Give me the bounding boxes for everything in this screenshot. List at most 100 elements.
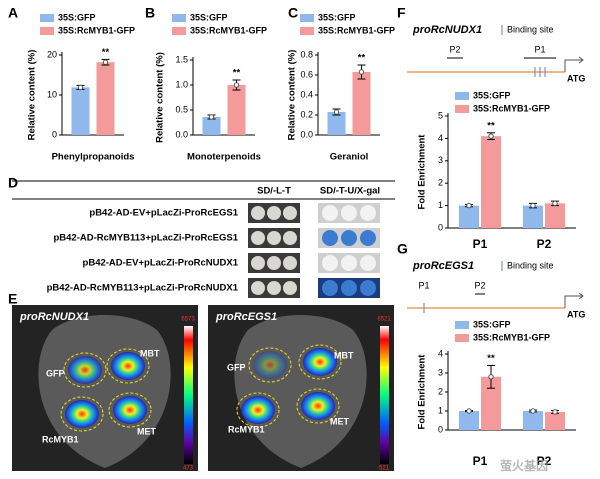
replicate-dot <box>102 59 109 65</box>
legend-label: 35S:RcMYB1-GFP <box>473 103 550 113</box>
infiltration-outline <box>108 392 152 428</box>
colony <box>360 205 376 221</box>
y-tick-label: 0.5 <box>175 104 188 114</box>
y-axis-label: Relative content (%) <box>27 50 38 141</box>
y-tick-label: 3 <box>438 367 443 377</box>
replicate-dot <box>77 84 84 91</box>
y-tick-label: 10 <box>47 89 57 99</box>
colorbar <box>184 326 193 464</box>
bar <box>545 203 565 228</box>
site-label: P1 <box>534 44 545 54</box>
x-tick-label: P2 <box>537 454 552 468</box>
infiltration-outline <box>248 347 292 383</box>
colony <box>283 206 297 220</box>
legend-swatch <box>300 27 314 35</box>
significance: ** <box>487 120 495 131</box>
legend-label: 35S:RcMYB1-GFP <box>318 25 395 35</box>
colony <box>360 280 376 296</box>
y-tick-label: 0.2 <box>300 109 313 119</box>
y-axis-label: Fold Enrichment <box>417 354 428 430</box>
legend-label: 35S:GFP <box>318 12 356 22</box>
luc-signal <box>303 348 337 376</box>
replicate-dot <box>488 374 494 380</box>
infiltration-outline <box>296 388 340 424</box>
y-tick-label: 0.8 <box>300 49 313 59</box>
luc-signal <box>253 351 287 379</box>
y-tick-label: 2 <box>438 178 443 188</box>
bar <box>481 376 501 430</box>
colony <box>267 281 281 295</box>
colony <box>251 281 265 295</box>
legend-swatch <box>172 14 186 22</box>
y-tick-label: 0.6 <box>300 69 313 79</box>
legend-swatch <box>455 321 469 329</box>
y-tick-label: 3 <box>438 155 443 165</box>
colony <box>341 255 357 271</box>
y-tick-label: 1 <box>438 200 443 210</box>
luc-signal <box>241 396 275 424</box>
bar <box>523 205 543 228</box>
replicate-dot <box>333 109 340 115</box>
infiltration-outline <box>63 352 107 388</box>
colony <box>341 230 357 246</box>
infiltration-outline <box>298 344 342 380</box>
legend-label: 35S:RcMYB1-GFP <box>190 25 267 35</box>
bar <box>459 411 479 430</box>
y-tick-label: 0.0 <box>175 129 188 139</box>
legend-label: 35S:GFP <box>473 319 511 329</box>
bar <box>96 62 115 136</box>
leaf <box>38 315 171 468</box>
image-title: proRcEGS1 <box>215 311 277 323</box>
replicate-dot <box>358 69 365 75</box>
column-header: SD/-L-T <box>257 186 291 197</box>
legend-swatch <box>40 14 54 22</box>
spot-label: RcMYB1 <box>228 424 265 434</box>
y-tick-label: 0.0 <box>300 129 313 139</box>
luc-signal <box>65 400 99 428</box>
y-tick-label: 0 <box>438 222 443 232</box>
bar <box>481 136 501 228</box>
luc-signal <box>301 392 335 420</box>
y-tick-label: 5 <box>438 110 443 120</box>
colony <box>322 280 338 296</box>
spot-label: MET <box>137 426 157 436</box>
panel-label: A <box>8 5 18 21</box>
colorbar-max: 6521 <box>377 317 391 323</box>
y-tick-label: 20 <box>47 49 57 59</box>
colorbar-min: 473 <box>183 466 194 472</box>
y-tick-label: 0 <box>52 129 57 139</box>
y-tick-label: 2 <box>438 386 443 396</box>
replicate-dot <box>466 202 472 209</box>
legend-swatch <box>455 334 469 342</box>
bar <box>327 112 346 135</box>
infiltration-outline <box>60 396 104 432</box>
colony <box>322 205 338 221</box>
colony <box>360 255 376 271</box>
infiltration-outline <box>236 392 280 428</box>
construct-label: pB42-AD-EV+pLacZi-ProRcEGS1 <box>89 208 238 219</box>
colony <box>322 230 338 246</box>
x-tick-label: P2 <box>537 237 552 251</box>
y-tick-label: 4 <box>438 348 443 358</box>
construct-label: pB42-AD-RcMYB113+pLacZi-ProRcNUDX1 <box>47 283 239 294</box>
y-tick-label: 4 <box>438 133 443 143</box>
tss-arrow <box>564 292 584 308</box>
replicate-dot <box>530 202 536 209</box>
replicate-dot <box>488 133 494 139</box>
colony <box>360 230 376 246</box>
replicate-dot <box>208 114 215 120</box>
replicate-dot <box>552 409 558 415</box>
x-tick-label: Monoterpenoids <box>187 152 261 163</box>
panel-label: G <box>397 241 408 257</box>
bar <box>227 85 246 135</box>
replicate-dot <box>552 200 558 207</box>
promoter-title: proRcEGS1 <box>412 260 474 272</box>
watermark: 萤火基因 <box>500 458 548 473</box>
atg-label: ATG <box>567 73 585 83</box>
colorbar-min: 521 <box>379 466 390 472</box>
panel-label: B <box>145 5 155 21</box>
legend-swatch <box>455 105 469 113</box>
panel-label: F <box>397 5 406 21</box>
y-tick-label: 1 <box>438 405 443 415</box>
colony <box>251 206 265 220</box>
